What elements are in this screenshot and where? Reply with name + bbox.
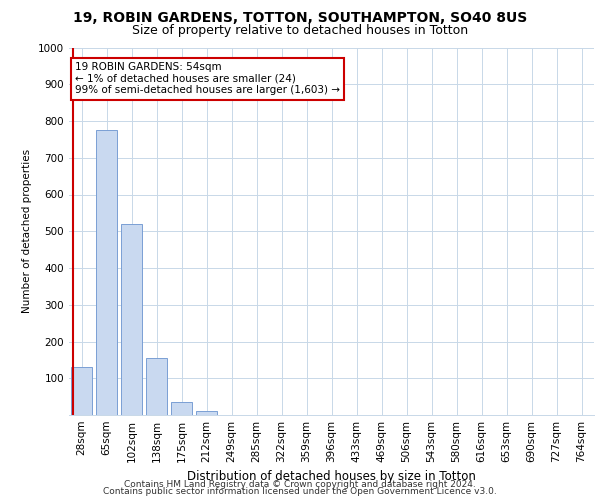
Text: 19, ROBIN GARDENS, TOTTON, SOUTHAMPTON, SO40 8US: 19, ROBIN GARDENS, TOTTON, SOUTHAMPTON, …: [73, 12, 527, 26]
Text: 19 ROBIN GARDENS: 54sqm
← 1% of detached houses are smaller (24)
99% of semi-det: 19 ROBIN GARDENS: 54sqm ← 1% of detached…: [75, 62, 340, 96]
Bar: [196, 412, 217, 415]
Text: Size of property relative to detached houses in Totton: Size of property relative to detached ho…: [132, 24, 468, 37]
Bar: [71, 367, 92, 415]
Bar: [146, 358, 167, 415]
Bar: [171, 402, 192, 415]
Bar: [121, 224, 142, 415]
X-axis label: Distribution of detached houses by size in Totton: Distribution of detached houses by size …: [187, 470, 476, 484]
Text: Contains public sector information licensed under the Open Government Licence v3: Contains public sector information licen…: [103, 488, 497, 496]
Text: Contains HM Land Registry data © Crown copyright and database right 2024.: Contains HM Land Registry data © Crown c…: [124, 480, 476, 489]
Bar: [96, 130, 117, 415]
Y-axis label: Number of detached properties: Number of detached properties: [22, 149, 32, 314]
